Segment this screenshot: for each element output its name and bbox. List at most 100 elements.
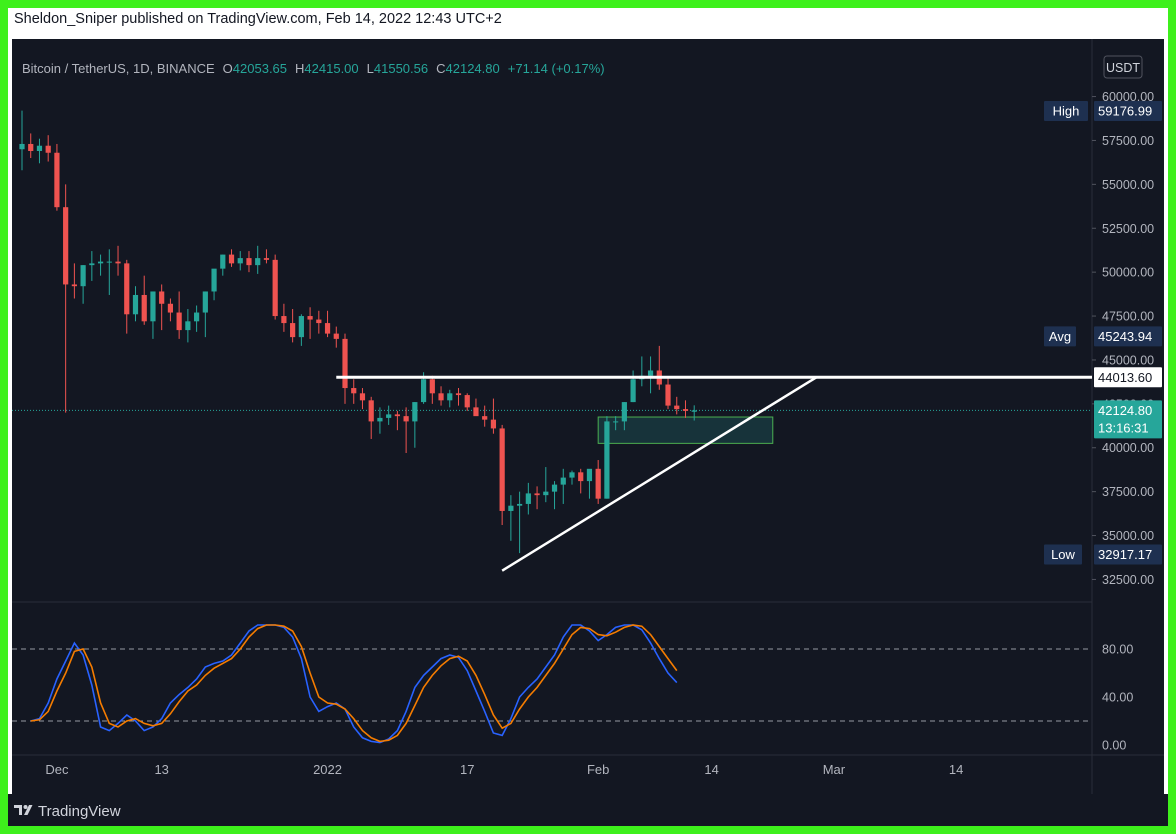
candle-body [45, 145, 51, 153]
price-tick-label: 32500.00 [1102, 573, 1154, 587]
price-tick-label: 55000.00 [1102, 178, 1154, 192]
low-value-box [1094, 544, 1162, 565]
legend-high-label: H [295, 61, 304, 76]
legend-low-value: 41550.56 [374, 61, 428, 76]
high-tag-label: High [1053, 104, 1080, 119]
candle-body [613, 421, 619, 423]
chart-area[interactable]: 80.00 40.00 0.00 60000.00 57500.00 55000.00 5… [12, 39, 1164, 794]
candle-body [543, 491, 549, 496]
price-tick-label: 40000.00 [1102, 441, 1154, 455]
candle-body [80, 265, 86, 287]
time-tick-label: 17 [460, 762, 474, 777]
candle-body [185, 321, 191, 331]
price-tick-label: 47500.00 [1102, 310, 1154, 324]
price-tick-label: 37500.00 [1102, 485, 1154, 499]
candle-body [159, 291, 165, 304]
legend-high-value: 42415.00 [304, 61, 358, 76]
candle-body [36, 145, 43, 151]
candle-body [368, 400, 374, 422]
low-tag-label: Low [1051, 547, 1075, 562]
legend-row: Bitcoin / TetherUS, 1D, BINANCE O42053.65… [22, 61, 605, 76]
grid-lines [12, 39, 1164, 794]
candle-body [220, 254, 226, 269]
candle-body [272, 259, 278, 317]
candle-body [578, 472, 584, 482]
candle-body [403, 416, 409, 422]
candle-body [132, 294, 139, 315]
time-axis[interactable]: Dec 13 2022 17 Feb 14 Mar 14 [45, 762, 963, 777]
price-tick-label: 35000.00 [1102, 529, 1154, 543]
legend-symbol: Bitcoin / TetherUS, 1D, BINANCE [22, 61, 215, 76]
last-price-countdown: 13:16:31 [1098, 420, 1149, 435]
candle-body [194, 312, 200, 322]
candle-body [124, 263, 130, 315]
candle-body [307, 316, 313, 320]
candle-body [455, 393, 462, 396]
candle-body [490, 419, 497, 429]
candle-body [499, 428, 505, 511]
time-tick-label: Mar [823, 762, 846, 777]
candle-body [482, 416, 488, 420]
price-tick-label: 52500.00 [1102, 222, 1154, 236]
stoch-tick-label: 0.00 [1102, 739, 1126, 753]
candle-body [551, 484, 558, 492]
candle-body [71, 284, 77, 287]
candle-body [176, 312, 182, 331]
avg-tag [1044, 326, 1076, 347]
candle-body [586, 468, 593, 482]
candle-body [150, 291, 156, 322]
candle-body [464, 395, 470, 408]
candle-body [447, 393, 453, 401]
candle-body [508, 505, 514, 511]
avg-tag-label: Avg [1049, 329, 1071, 344]
trend-line[interactable] [501, 376, 818, 572]
candle-body [691, 410, 697, 412]
high-value-box [1094, 101, 1162, 122]
price-line-value: 44013.60 [1098, 370, 1152, 385]
candle-body [595, 468, 601, 499]
candle-body [604, 421, 610, 499]
legend-low-label: L [367, 61, 374, 76]
stoch-tick-label: 80.00 [1102, 643, 1133, 657]
candle-body [228, 254, 235, 264]
tradingview-logo-icon[interactable]: TradingView [8, 794, 208, 826]
stoch-line-d [30, 624, 678, 743]
low-value: 32917.17 [1098, 547, 1152, 562]
currency-badge-label: USDT [1106, 61, 1140, 75]
candle-body [342, 338, 348, 389]
candle-body [333, 333, 339, 339]
candle-body [202, 291, 208, 313]
candle-body [386, 414, 392, 418]
candle-body [255, 258, 261, 266]
footer-brand: TradingView [38, 803, 121, 820]
currency-badge[interactable] [1103, 55, 1143, 79]
legend-open-value: 42053.65 [233, 61, 287, 76]
candle-body [63, 207, 69, 285]
candle-body [682, 409, 689, 411]
candle-body [19, 143, 25, 150]
price-tick-label: 50000.00 [1102, 266, 1154, 280]
candle-body [420, 379, 427, 403]
time-tick-label: Feb [587, 762, 609, 777]
candle-body [534, 493, 540, 496]
legend-open-label: O [223, 61, 233, 76]
candle-body [211, 268, 217, 292]
candle-body [674, 405, 680, 410]
high-value: 59176.99 [1098, 104, 1152, 119]
candle-body [517, 503, 523, 506]
chart-svg[interactable]: 80.00 40.00 0.00 60000.00 57500.00 55000.00 5… [12, 39, 1164, 794]
legend-close-label: C [436, 61, 445, 76]
candle-body [237, 258, 243, 264]
candle-body [438, 393, 444, 401]
candle-body [412, 402, 418, 422]
publish-frame: Sheldon_Sniper published on TradingView.… [8, 8, 1168, 826]
price-axis[interactable]: 60000.00 57500.00 55000.00 52500.00 50000.00… [1044, 90, 1162, 587]
low-tag [1044, 544, 1082, 565]
candle-body [28, 143, 34, 151]
last-price-value: 42124.80 [1098, 403, 1152, 418]
candle-body [359, 393, 366, 401]
time-tick-label: 2022 [313, 762, 342, 777]
time-tick-label: 14 [704, 762, 718, 777]
candle-body [665, 384, 671, 406]
candle-body [290, 323, 296, 338]
